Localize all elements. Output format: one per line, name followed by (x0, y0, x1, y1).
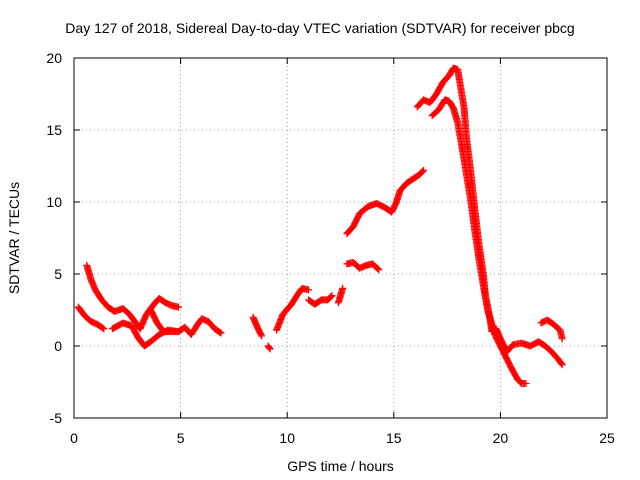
data-point (217, 329, 225, 337)
data-point (99, 324, 107, 332)
data-series (343, 166, 428, 238)
data-point (420, 166, 428, 174)
chart-title: Day 127 of 2018, Sidereal Day-to-day VTE… (65, 20, 575, 36)
x-tick-label: 5 (177, 430, 185, 446)
data-points (74, 64, 566, 387)
y-tick-label: -5 (50, 410, 63, 426)
data-point (516, 378, 524, 386)
data-series (273, 284, 313, 334)
data-series (249, 313, 266, 340)
tick-marks (73, 57, 608, 419)
x-tick-label: 0 (70, 430, 78, 446)
data-series (343, 258, 383, 274)
data-point (558, 335, 566, 343)
data-point (522, 379, 530, 387)
plot-frame (73, 57, 608, 419)
data-point (418, 168, 426, 176)
y-tick-label: 20 (46, 50, 62, 66)
data-point (419, 167, 427, 175)
data-point (266, 345, 274, 353)
data-point (326, 293, 334, 301)
data-point (558, 361, 566, 369)
y-tick-label: 5 (54, 266, 62, 282)
data-point (375, 266, 383, 274)
data-series (264, 342, 274, 353)
y-tick-label: 0 (54, 338, 62, 354)
data-point (100, 325, 108, 333)
data-series (74, 303, 108, 333)
data-point (327, 292, 335, 300)
data-series (334, 284, 347, 307)
data-point (339, 284, 347, 292)
data-point (265, 344, 273, 352)
data-point (258, 332, 266, 340)
data-series (305, 292, 336, 308)
y-axis-label: SDTVAR / TECUs (6, 181, 22, 295)
data-point (174, 303, 182, 311)
data-series (147, 306, 225, 338)
data-series (537, 316, 566, 343)
y-tick-label: 10 (46, 194, 62, 210)
data-point (305, 286, 313, 294)
x-tick-label: 25 (599, 430, 615, 446)
data-series (83, 261, 144, 333)
grid (74, 58, 607, 418)
data-point (257, 331, 265, 339)
data-point (328, 292, 336, 300)
data-point (216, 328, 224, 336)
x-tick-label: 10 (279, 430, 295, 446)
data-point (374, 265, 382, 273)
tick-labels: 0 5 10 15 20 25 -5 0 5 10 15 20 (46, 50, 615, 446)
data-series (428, 96, 530, 387)
x-tick-label: 20 (493, 430, 509, 446)
x-tick-label: 15 (386, 430, 402, 446)
data-point (557, 360, 565, 368)
y-tick-label: 15 (46, 122, 62, 138)
x-axis-label: GPS time / hours (287, 458, 394, 474)
